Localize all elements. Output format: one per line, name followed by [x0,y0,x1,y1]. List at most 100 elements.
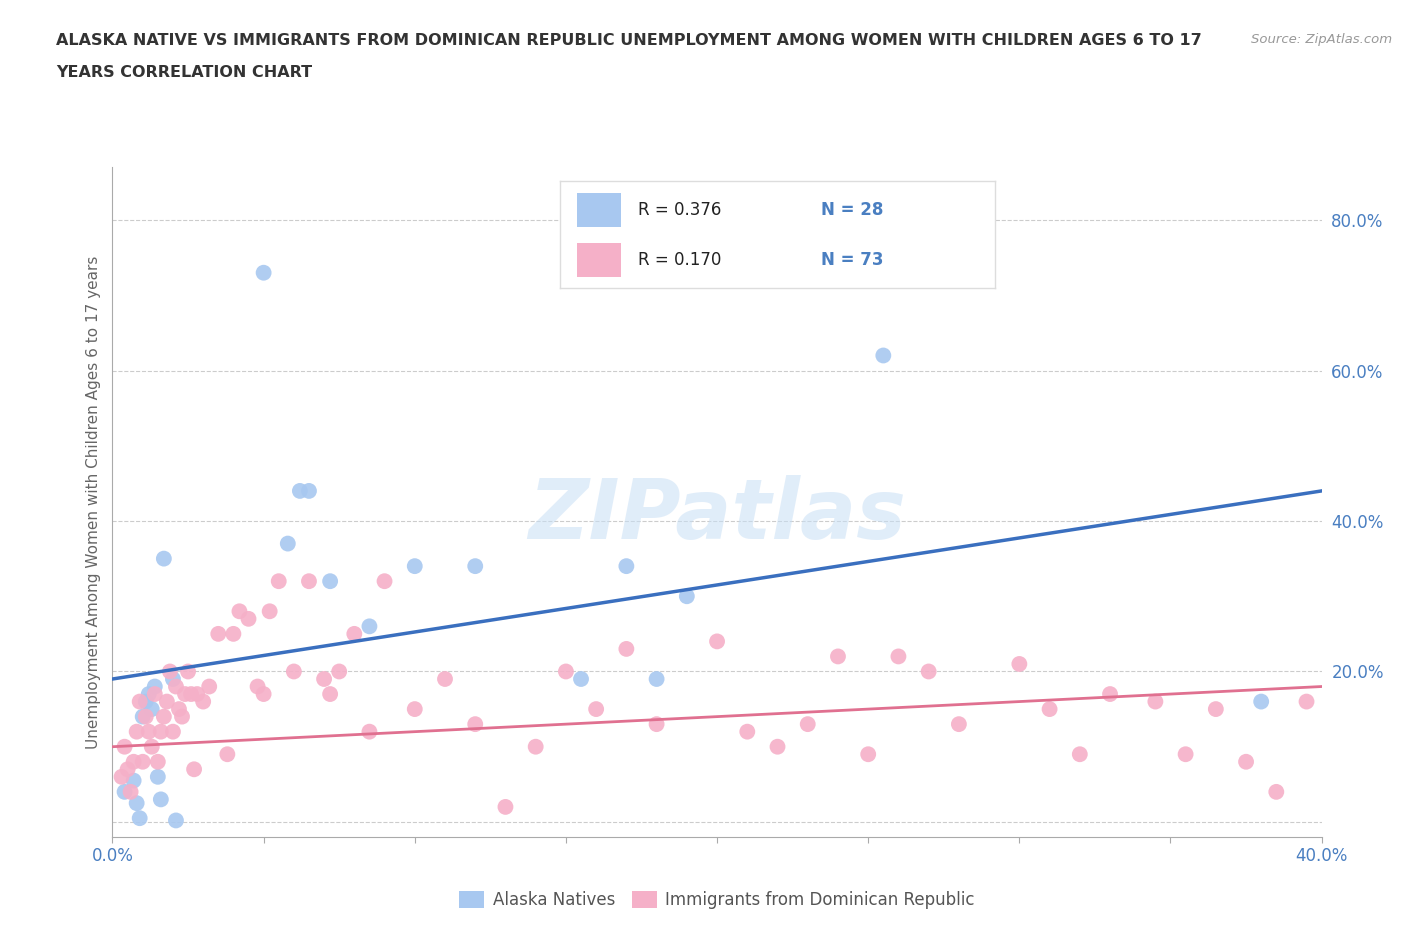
Point [569,671,592,686]
Point [585,701,607,716]
Point [288,484,311,498]
Point [114,784,136,799]
Point [146,754,169,769]
Point [125,724,148,739]
Point [675,589,697,604]
Point [135,710,157,724]
Point [191,694,214,709]
Point [524,739,547,754]
Point [141,739,163,754]
Point [433,671,456,686]
Point [616,642,638,657]
Point [146,769,169,784]
Text: R = 0.170: R = 0.170 [638,251,721,269]
Point [253,686,276,701]
Point [872,348,894,363]
FancyBboxPatch shape [578,243,621,277]
Point [167,701,190,716]
Point [495,800,517,815]
Point [149,792,172,807]
Point [132,754,155,769]
Point [1265,784,1288,799]
Point [645,671,668,686]
Text: ALASKA NATIVE VS IMMIGRANTS FROM DOMINICAN REPUBLIC UNEMPLOYMENT AMONG WOMEN WIT: ALASKA NATIVE VS IMMIGRANTS FROM DOMINIC… [56,33,1202,47]
Text: R = 0.376: R = 0.376 [638,201,721,219]
Legend: Alaska Natives, Immigrants from Dominican Republic: Alaska Natives, Immigrants from Dominica… [453,884,981,916]
Point [183,762,205,777]
Point [174,686,197,701]
Text: N = 28: N = 28 [821,201,883,219]
Point [253,265,276,280]
Point [1144,694,1167,709]
Point [222,627,245,642]
FancyBboxPatch shape [578,193,621,227]
Point [359,618,381,633]
Point [159,664,181,679]
Point [207,627,229,642]
Point [706,634,728,649]
Point [149,724,172,739]
Point [122,773,145,788]
Text: N = 73: N = 73 [821,251,883,269]
Point [827,649,849,664]
Point [135,694,157,709]
Point [165,813,187,828]
Point [128,811,150,826]
Point [170,710,193,724]
Point [737,724,759,739]
Y-axis label: Unemployment Among Women with Children Ages 6 to 17 years: Unemployment Among Women with Children A… [86,256,101,749]
Point [1038,701,1062,716]
Point [277,536,299,551]
Point [156,694,179,709]
Point [404,559,426,574]
Point [186,686,208,701]
Point [246,679,269,694]
Point [153,551,176,566]
Point [143,679,166,694]
Point [143,686,166,701]
Point [319,574,342,589]
Point [796,717,818,732]
Point [887,649,910,664]
Point [616,559,638,574]
Text: Source: ZipAtlas.com: Source: ZipAtlas.com [1251,33,1392,46]
Point [918,664,941,679]
Point [1250,694,1272,709]
Text: YEARS CORRELATION CHART: YEARS CORRELATION CHART [56,65,312,80]
Point [267,574,290,589]
Point [298,574,321,589]
Point [141,701,163,716]
Point [1295,694,1317,709]
Point [153,710,176,724]
Point [120,784,142,799]
Point [283,664,305,679]
Point [162,724,184,739]
Point [1174,747,1197,762]
Point [238,611,260,626]
Point [128,694,150,709]
Point [1205,701,1227,716]
Point [114,739,136,754]
Text: ZIPatlas: ZIPatlas [529,475,905,556]
Point [319,686,342,701]
Point [117,762,139,777]
Point [464,559,486,574]
Point [217,747,239,762]
Point [1234,754,1257,769]
Point [180,686,202,701]
Point [1069,747,1091,762]
Point [314,671,336,686]
Point [177,664,200,679]
Point [138,724,160,739]
Point [165,679,187,694]
Point [132,710,155,724]
Point [328,664,350,679]
Point [856,747,880,762]
Point [404,701,426,716]
Point [110,769,132,784]
Point [198,679,221,694]
Point [645,717,668,732]
Point [138,686,160,701]
Point [1008,657,1031,671]
Point [1098,686,1121,701]
